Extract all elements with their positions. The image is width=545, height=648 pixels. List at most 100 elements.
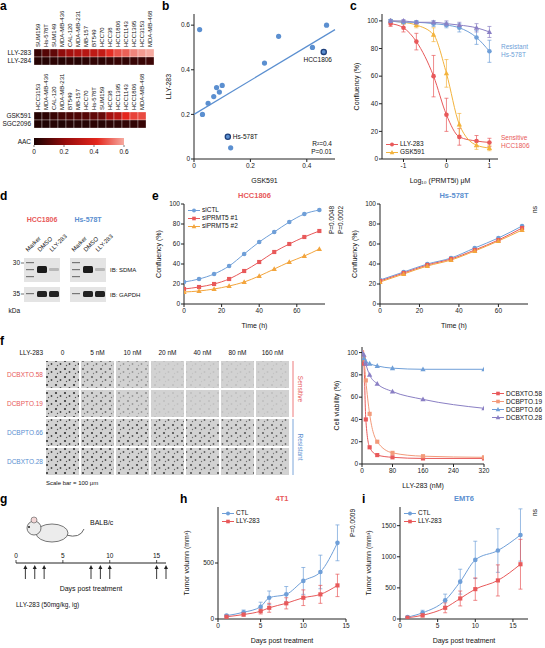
svg-text:Tumor volumn (mm³): Tumor volumn (mm³) [365, 530, 373, 595]
svg-text:HCC70: HCC70 [83, 90, 89, 110]
svg-text:Days post treatment: Days post treatment [60, 585, 123, 593]
svg-text:Time (h): Time (h) [242, 322, 268, 330]
svg-text:35: 35 [13, 290, 21, 297]
svg-text:0.2: 0.2 [59, 148, 68, 155]
svg-text:20: 20 [351, 438, 359, 445]
svg-text:10: 10 [472, 622, 480, 629]
svg-text:20: 20 [416, 307, 424, 314]
svg-text:60: 60 [495, 307, 503, 314]
svg-text:15: 15 [342, 622, 350, 629]
svg-text:100: 100 [169, 200, 180, 207]
svg-text:Days post treatment: Days post treatment [433, 637, 496, 645]
svg-text:HCC1806: HCC1806 [131, 83, 137, 110]
svg-text:0: 0 [210, 615, 214, 622]
svg-text:20: 20 [173, 280, 181, 287]
svg-text:0: 0 [372, 300, 376, 307]
svg-text:0: 0 [176, 300, 180, 307]
svg-text:-1: -1 [401, 162, 407, 169]
svg-text:0: 0 [216, 622, 220, 629]
svg-text:SUM159: SUM159 [99, 86, 105, 110]
svg-text:HCC1806: HCC1806 [27, 216, 58, 223]
svg-text:15: 15 [509, 622, 517, 629]
svg-text:10: 10 [106, 552, 114, 559]
svg-text:HCC70: HCC70 [99, 27, 105, 47]
svg-text:1: 1 [488, 162, 492, 169]
svg-text:40: 40 [371, 100, 379, 107]
svg-text:Time (h): Time (h) [441, 322, 467, 330]
svg-text:5: 5 [61, 552, 65, 559]
svg-text:Hs-578T: Hs-578T [74, 216, 102, 223]
svg-text:HCC38: HCC38 [107, 27, 113, 47]
svg-text:40: 40 [173, 260, 181, 267]
svg-text:LLY-283 (50mg/kg, ig): LLY-283 (50mg/kg, ig) [16, 601, 79, 609]
svg-text:5: 5 [436, 622, 440, 629]
svg-text:MDA-MB-436: MDA-MB-436 [43, 73, 49, 110]
svg-text:0: 0 [186, 155, 190, 162]
svg-text:Tumor volumn (mm³): Tumor volumn (mm³) [183, 530, 191, 595]
svg-text:0.2: 0.2 [246, 162, 255, 169]
svg-text:60: 60 [173, 240, 181, 247]
svg-text:60: 60 [293, 307, 301, 314]
svg-text:10 nM: 10 nM [123, 349, 141, 356]
svg-text:0: 0 [398, 622, 402, 629]
svg-text:0: 0 [192, 162, 196, 169]
svg-text:40: 40 [455, 307, 463, 314]
svg-text:20: 20 [371, 128, 379, 135]
svg-text:CAL-120: CAL-120 [67, 23, 73, 47]
svg-text:60: 60 [371, 72, 379, 79]
svg-text:15: 15 [153, 552, 161, 559]
svg-text:BT549: BT549 [67, 92, 73, 110]
svg-text:HCC1395: HCC1395 [131, 20, 137, 47]
svg-text:IB: SDMA: IB: SDMA [110, 267, 136, 273]
svg-text:5: 5 [259, 622, 263, 629]
svg-text:MB-157: MB-157 [83, 25, 89, 47]
svg-text:40: 40 [256, 307, 264, 314]
svg-text:0: 0 [445, 162, 449, 169]
svg-text:60: 60 [351, 393, 359, 400]
svg-text:Hs-578T: Hs-578T [91, 87, 97, 110]
svg-text:HCC1143: HCC1143 [123, 20, 129, 47]
svg-text:20: 20 [369, 280, 377, 287]
svg-text:HCC3153: HCC3153 [35, 83, 41, 110]
svg-text:SGC2096: SGC2096 [2, 120, 31, 127]
svg-text:HCC1395: HCC1395 [115, 83, 121, 110]
svg-text:0: 0 [378, 307, 382, 314]
svg-text:SUM159: SUM159 [35, 23, 41, 47]
svg-text:HCC1806: HCC1806 [303, 56, 332, 63]
svg-text:0: 0 [61, 349, 65, 356]
svg-text:HCC38: HCC38 [107, 90, 113, 110]
svg-text:LLY-284: LLY-284 [8, 57, 32, 64]
svg-text:20: 20 [218, 307, 226, 314]
svg-text:Scale bar = 100 μm: Scale bar = 100 μm [46, 480, 98, 486]
svg-text:0.6: 0.6 [119, 148, 128, 155]
svg-text:LLY-283: LLY-283 [8, 49, 32, 56]
svg-text:Confluency (%): Confluency (%) [155, 230, 163, 278]
svg-text:320: 320 [479, 467, 490, 474]
svg-text:DCBPTO.19: DCBPTO.19 [7, 400, 43, 407]
svg-text:0.4: 0.4 [302, 162, 311, 169]
svg-text:160: 160 [418, 467, 429, 474]
svg-text:0: 0 [32, 148, 36, 155]
svg-text:80: 80 [351, 371, 359, 378]
svg-text:MDA-MB-468: MDA-MB-468 [139, 73, 145, 110]
svg-text:100: 100 [347, 349, 358, 356]
svg-text:Confluency (%): Confluency (%) [353, 63, 361, 111]
svg-text:80: 80 [369, 220, 377, 227]
svg-text:30: 30 [13, 259, 21, 266]
svg-text:40: 40 [351, 416, 359, 423]
svg-text:Hs-578T: Hs-578T [43, 24, 49, 47]
svg-text:LLY-283: LLY-283 [20, 349, 44, 356]
svg-text:0: 0 [354, 460, 358, 467]
svg-text:10: 10 [300, 622, 308, 629]
svg-text:60: 60 [369, 240, 377, 247]
svg-text:DCBXTO.58: DCBXTO.58 [7, 371, 43, 378]
svg-text:40 nM: 40 nM [193, 349, 211, 356]
svg-text:0: 0 [392, 615, 396, 622]
svg-text:80: 80 [173, 220, 181, 227]
svg-text:Cell viability (%): Cell viability (%) [333, 381, 341, 431]
svg-text:MDA-MB-231: MDA-MB-231 [75, 10, 81, 47]
svg-text:LLY-283: LLY-283 [48, 233, 68, 253]
svg-text:LLY-283: LLY-283 [165, 74, 172, 99]
svg-text:80 nM: 80 nM [228, 349, 246, 356]
svg-text:160 nM: 160 nM [262, 349, 284, 356]
